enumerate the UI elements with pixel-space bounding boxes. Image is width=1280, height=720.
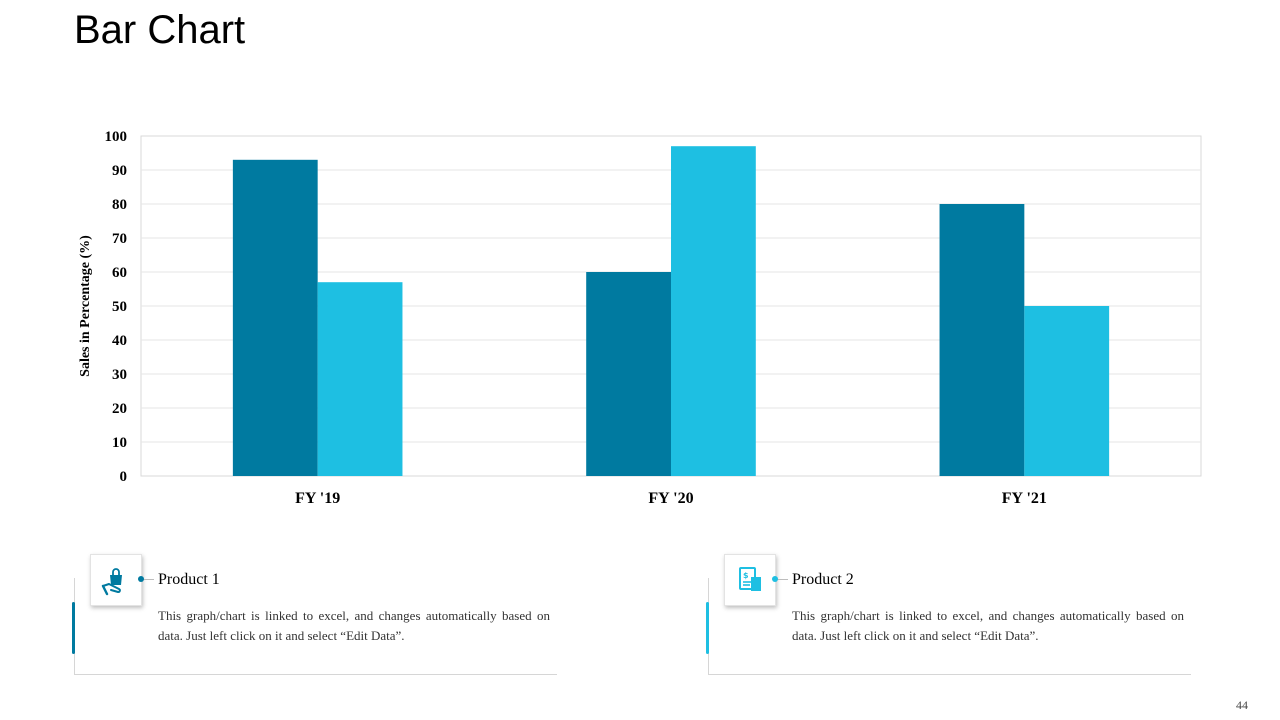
product-1-icon-box [90, 554, 142, 606]
x-tick-label: FY '20 [648, 490, 693, 507]
card-accent-bar [706, 602, 709, 654]
product-2-icon-box: $ [724, 554, 776, 606]
y-tick-label: 100 [105, 129, 128, 145]
y-tick-label: 40 [112, 333, 127, 349]
card-heading: Product 2 [792, 571, 854, 588]
y-tick-label: 30 [112, 367, 127, 383]
connector-dot [772, 576, 778, 582]
y-tick-label: 0 [120, 469, 128, 485]
y-tick-label: 90 [112, 163, 127, 179]
page-number: 44 [1236, 698, 1248, 712]
bar-product-1-1 [232, 159, 318, 477]
product-1-card: Product 1 This graph/chart is linked to … [72, 554, 574, 684]
y-tick-label: 10 [112, 435, 127, 451]
y-tick-label: 20 [112, 401, 127, 417]
bar-product-2-3 [1024, 306, 1110, 476]
x-tick-label: FY '19 [295, 490, 340, 507]
bar-product-1-2 [586, 272, 671, 476]
product-2-card: $ Product 2 This graph/chart is linked t… [706, 554, 1208, 684]
bar-product-2-1 [317, 282, 403, 476]
invoice-document-icon: $ [739, 567, 761, 591]
x-axis-ticks: FY '19 FY '20 FY '21 [295, 490, 1047, 507]
card-accent-bar [72, 602, 75, 654]
y-tick-label: 50 [112, 299, 127, 315]
y-tick-label: 80 [112, 197, 127, 213]
connector-dot [138, 576, 144, 582]
card-heading: Product 1 [158, 571, 220, 588]
card-description: This graph/chart is linked to excel, and… [158, 608, 550, 643]
hand-shopping-bag-icon [101, 568, 122, 596]
y-axis-title: Sales in Percentage (%) [78, 235, 93, 377]
x-tick-label: FY '21 [1002, 490, 1047, 507]
y-tick-label: 60 [112, 265, 127, 281]
bar-chart: 0 10 20 30 40 50 60 70 80 90 100 FY '19 FY '20 FY '2… [78, 129, 1202, 507]
bar-product-1-3 [939, 204, 1025, 476]
svg-text:$: $ [743, 571, 749, 580]
bar-product-2-2 [671, 146, 756, 476]
card-description: This graph/chart is linked to excel, and… [792, 608, 1184, 643]
y-tick-label: 70 [112, 231, 127, 247]
bars [232, 146, 1110, 477]
icon-connector-line [142, 579, 154, 580]
icon-connector-line [776, 579, 788, 580]
slide-title: Bar Chart [74, 8, 246, 52]
y-axis-ticks: 0 10 20 30 40 50 60 70 80 90 100 [105, 129, 128, 485]
